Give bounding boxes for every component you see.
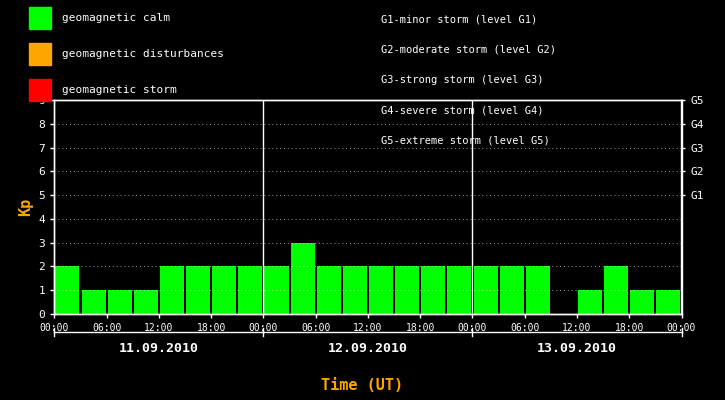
- Bar: [317, 266, 341, 314]
- Bar: [578, 290, 602, 314]
- Bar: [630, 290, 655, 314]
- Bar: [134, 290, 158, 314]
- Text: geomagnetic storm: geomagnetic storm: [62, 85, 176, 95]
- Bar: [265, 266, 289, 314]
- Bar: [604, 266, 628, 314]
- Bar: [55, 266, 80, 314]
- Text: 12.09.2010: 12.09.2010: [328, 342, 408, 355]
- Text: Time (UT): Time (UT): [321, 378, 404, 393]
- Bar: [395, 266, 419, 314]
- Bar: [239, 266, 262, 314]
- Bar: [160, 266, 184, 314]
- Text: geomagnetic disturbances: geomagnetic disturbances: [62, 49, 223, 59]
- Text: G2-moderate storm (level G2): G2-moderate storm (level G2): [381, 44, 555, 54]
- Text: G5-extreme storm (level G5): G5-extreme storm (level G5): [381, 136, 550, 146]
- Text: 13.09.2010: 13.09.2010: [537, 342, 617, 355]
- Bar: [212, 266, 236, 314]
- Bar: [343, 266, 367, 314]
- Text: G3-strong storm (level G3): G3-strong storm (level G3): [381, 75, 543, 85]
- Bar: [186, 266, 210, 314]
- Bar: [500, 266, 523, 314]
- Text: G1-minor storm (level G1): G1-minor storm (level G1): [381, 14, 537, 24]
- Bar: [656, 290, 681, 314]
- Bar: [526, 266, 550, 314]
- Bar: [421, 266, 445, 314]
- Text: geomagnetic calm: geomagnetic calm: [62, 13, 170, 23]
- Y-axis label: Kp: Kp: [18, 198, 33, 216]
- Bar: [369, 266, 393, 314]
- Bar: [473, 266, 497, 314]
- Text: G4-severe storm (level G4): G4-severe storm (level G4): [381, 105, 543, 115]
- Bar: [81, 290, 106, 314]
- Bar: [108, 290, 132, 314]
- Bar: [447, 266, 471, 314]
- Bar: [291, 243, 315, 314]
- Text: 11.09.2010: 11.09.2010: [119, 342, 199, 355]
